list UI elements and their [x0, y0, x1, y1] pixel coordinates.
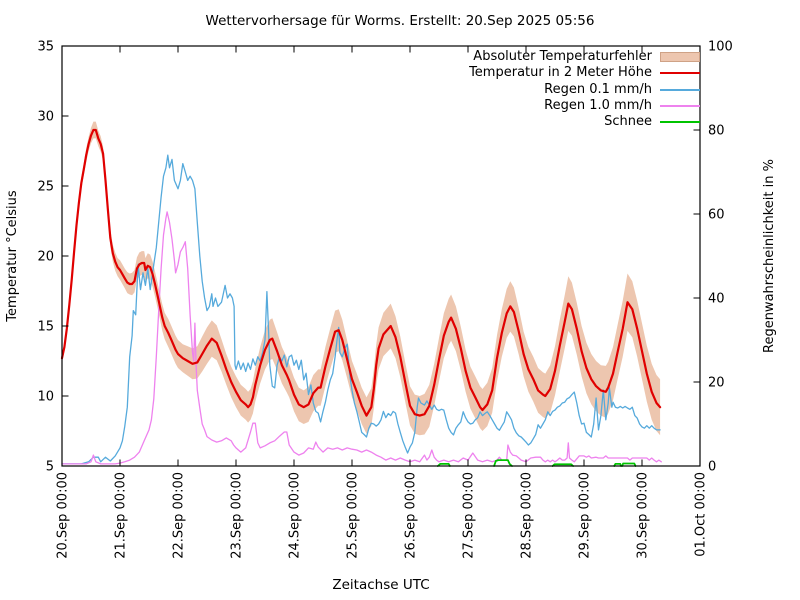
legend-item-4: Schnee [604, 114, 700, 130]
snow-group [436, 459, 637, 467]
legend-line-swatch [660, 104, 700, 107]
snow-line-segment-2 [551, 463, 574, 467]
rain-01-line [61, 154, 661, 465]
x-tick-label: 29.Sep 00:00 [578, 472, 593, 559]
left-axis-title: Temperatur °Celsius [5, 190, 20, 322]
legend-label: Regen 0.1 mm/h [544, 81, 652, 97]
snow-line-segment-3 [613, 462, 622, 467]
legend-band-swatch [660, 52, 700, 62]
y-right-tick-label: 40 [708, 292, 725, 307]
rain-01-group [61, 154, 661, 465]
y-right-tick-label: 20 [708, 376, 725, 391]
temperature-error-band-group [62, 121, 661, 436]
x-tick-label: 01.Oct 00:00 [694, 472, 709, 557]
legend-item-0: Absoluter Temperaturfehler [473, 49, 700, 65]
x-tick-label: 21.Sep 00:00 [114, 472, 129, 559]
legend-label: Regen 1.0 mm/h [544, 97, 652, 113]
rain-10-line [61, 211, 662, 465]
x-ticks [61, 46, 701, 466]
y-left-tick-label: 35 [37, 40, 54, 55]
x-tick-label: 30.Sep 00:00 [636, 472, 651, 559]
x-tick-label: 22.Sep 00:00 [172, 472, 187, 559]
x-tick-label: 26.Sep 00:00 [404, 472, 419, 559]
y-right-ticks [693, 45, 700, 467]
legend-line-swatch [660, 88, 700, 91]
snow-line-segment-0 [436, 462, 451, 467]
x-axis-title: Zeitachse UTC [332, 577, 430, 593]
legend-label: Temperatur in 2 Meter Höhe [469, 65, 652, 81]
y-right-tick-label: 80 [708, 124, 725, 139]
legend-line-swatch [660, 121, 700, 124]
x-tick-label: 23.Sep 00:00 [230, 472, 245, 559]
temperature-line [60, 128, 662, 417]
rain-10-group [61, 211, 662, 465]
y-left-tick-label: 25 [37, 180, 54, 195]
x-tick-label: 24.Sep 00:00 [288, 472, 303, 559]
x-tick-labels: 20.Sep 00:00 21.Sep 00:00 22.Sep 00:00 23.S… [56, 472, 709, 559]
y-left-tick-label: 20 [37, 250, 54, 265]
x-tick-label: 20.Sep 00:00 [56, 472, 71, 559]
y-left-tick-labels: 5 10 15 20 25 30 35 [37, 40, 54, 475]
legend-item-1: Temperatur in 2 Meter Höhe [469, 65, 700, 81]
y-right-tick-label: 100 [708, 40, 733, 55]
y-right-tick-label: 60 [708, 208, 725, 223]
legend-label: Schnee [604, 114, 652, 130]
x-tick-label: 25.Sep 00:00 [346, 472, 361, 559]
y-left-tick-label: 30 [37, 110, 54, 125]
snow-line-segment-1 [493, 459, 513, 467]
legend-item-2: Regen 0.1 mm/h [544, 82, 700, 98]
y-left-tick-label: 10 [37, 390, 54, 405]
y-left-tick-label: 5 [46, 460, 54, 475]
legend-label: Absoluter Temperaturfehler [473, 49, 652, 64]
temperature-error-band [62, 121, 661, 436]
chart-title: Wettervorhersage für Worms. Erstellt: 20… [205, 13, 595, 29]
temperature-group [60, 128, 662, 417]
x-tick-label: 28.Sep 00:00 [520, 472, 535, 559]
legend-line-swatch [660, 72, 700, 75]
x-tick-label: 27.Sep 00:00 [462, 472, 477, 559]
legend-item-3: Regen 1.0 mm/h [544, 98, 700, 114]
y-left-ticks [62, 45, 69, 467]
y-right-tick-labels: 0 20 40 60 80 100 [708, 40, 733, 475]
y-left-tick-label: 15 [37, 320, 54, 335]
y-right-tick-label: 0 [708, 460, 716, 475]
snow-line-segment-4 [621, 462, 637, 467]
right-axis-title: Regenwahrscheinlichkeit in % [762, 159, 777, 353]
